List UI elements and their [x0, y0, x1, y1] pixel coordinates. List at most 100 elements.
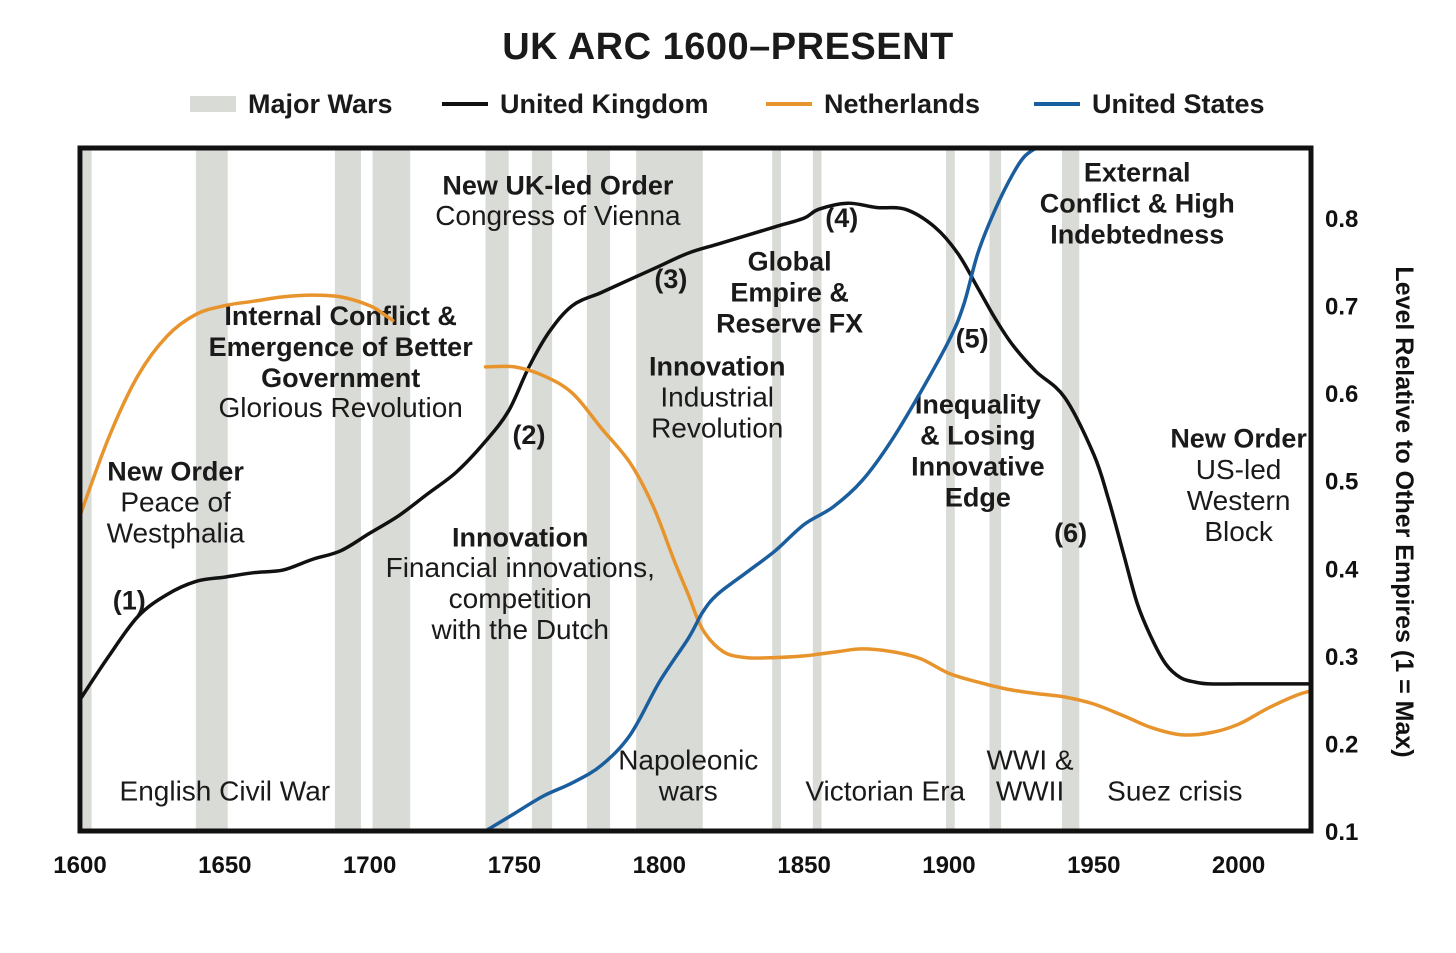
- series-line-netherlands: [483, 364, 1311, 737]
- annotation-line: (4): [825, 203, 858, 233]
- annotation: New Order: [107, 457, 244, 487]
- y-tick-label: 0.6: [1325, 381, 1358, 408]
- annotation-line: Block: [1204, 516, 1273, 547]
- annotation-line: Victorian Era: [805, 775, 965, 806]
- annotation-line: Revolution: [651, 412, 783, 443]
- x-tick-label: 2000: [1212, 852, 1265, 879]
- war-band: [586, 148, 611, 831]
- legend-label-wars: Major Wars: [248, 88, 393, 119]
- y-tick-label: 0.5: [1325, 469, 1358, 496]
- annotation: Victorian Era: [805, 775, 965, 806]
- x-tick-label: 1900: [922, 852, 975, 879]
- annotation-line: Indebtedness: [1050, 219, 1224, 249]
- series-line-united-states: [483, 148, 1038, 831]
- legend: Major Wars United Kingdom Netherlands Un…: [0, 84, 1456, 124]
- annotation-line: WWII: [996, 776, 1064, 807]
- war-band: [946, 148, 955, 831]
- y-tick-label: 0.3: [1325, 644, 1358, 671]
- legend-item-united-states: United States: [1034, 84, 1265, 124]
- annotation-line: Napoleonic: [618, 745, 758, 776]
- legend-item-netherlands: Netherlands: [766, 84, 980, 124]
- war-band: [195, 148, 228, 831]
- chart-title: UK ARC 1600–PRESENT: [502, 26, 954, 68]
- annotation-line: New UK-led Order: [442, 170, 674, 200]
- annotation-line: (6): [1054, 518, 1087, 548]
- y-tick-label: 0.2: [1325, 731, 1358, 758]
- legend-label-us: United States: [1092, 88, 1265, 119]
- annotation-line: New Order: [1170, 423, 1307, 453]
- legend-swatch-us: [1034, 102, 1080, 106]
- y-tick-label: 0.4: [1325, 556, 1359, 583]
- annotation-line: Innovation: [649, 352, 786, 382]
- y-tick-label: 0.1: [1325, 819, 1358, 846]
- annotation-line: Westphalia: [107, 517, 245, 548]
- annotation: Innovation: [649, 352, 786, 382]
- war-band: [531, 148, 553, 831]
- annotation-line: & Losing: [920, 420, 1036, 450]
- annotation-line: Glorious Revolution: [219, 392, 463, 423]
- war-bands: [82, 148, 1080, 831]
- annotation: (5): [956, 324, 989, 354]
- x-tick-label: 1950: [1067, 852, 1120, 879]
- legend-swatch-wars: [190, 96, 236, 112]
- war-band: [82, 148, 92, 831]
- annotation: (1): [113, 585, 146, 615]
- annotation-line: Innovation: [452, 522, 589, 552]
- annotation-line: Industrial: [660, 381, 774, 412]
- annotation-line: Suez crisis: [1107, 775, 1242, 806]
- annotation: (4): [825, 203, 858, 233]
- annotation-line: (3): [654, 264, 687, 294]
- legend-item-major-wars: Major Wars: [190, 84, 393, 124]
- plot-frame: [77, 145, 1314, 834]
- war-band: [989, 148, 1002, 831]
- y-axis-label: Level Relative to Other Empires (1 = Max…: [1390, 266, 1418, 757]
- war-band: [372, 148, 411, 831]
- x-axis: 1600 1650 1700 1750 1800 1850 1900 1950 2000: [53, 852, 1265, 879]
- x-tick-label: 1650: [198, 852, 251, 879]
- legend-item-united-kingdom: United Kingdom: [442, 84, 708, 124]
- annotation: Internal Conflict &Emergence of BetterGo…: [209, 301, 474, 393]
- legend-label-nl: Netherlands: [824, 88, 981, 119]
- annotation: (3): [654, 264, 687, 294]
- x-tick-label: 1600: [53, 852, 106, 879]
- annotation: Innovation: [452, 522, 589, 552]
- annotation: (2): [512, 420, 545, 450]
- x-tick-label: 1700: [343, 852, 396, 879]
- annotation: Suez crisis: [1107, 775, 1242, 806]
- series-line-united-kingdom: [80, 201, 1311, 702]
- annotation-line: Edge: [945, 482, 1011, 512]
- war-band: [772, 148, 781, 831]
- series-line-netherlands: [80, 293, 395, 518]
- legend-swatch-uk: [442, 102, 488, 106]
- annotation: (6): [1054, 518, 1087, 548]
- war-band: [1061, 148, 1080, 831]
- annotation-line: US-led: [1196, 454, 1282, 485]
- y-tick-label: 0.7: [1325, 294, 1358, 321]
- annotation-line: competition: [449, 583, 592, 614]
- annotation: English Civil War: [120, 775, 331, 806]
- annotation-line: (2): [512, 420, 545, 450]
- legend-label-uk: United Kingdom: [500, 88, 709, 119]
- annotation: Congress of Vienna: [435, 200, 681, 231]
- annotation: New Order: [1170, 423, 1307, 453]
- annotation-line: Internal Conflict &: [224, 301, 457, 331]
- series-lines: [80, 148, 1311, 831]
- annotation-line: Reserve FX: [716, 309, 863, 339]
- x-tick-label: 1800: [633, 852, 686, 879]
- y-tick-label: 0.8: [1325, 206, 1358, 233]
- annotation-line: Innovative: [911, 451, 1045, 481]
- annotation-line: (1): [113, 585, 146, 615]
- x-tick-label: 1750: [488, 852, 541, 879]
- annotation-line: wars: [658, 776, 718, 807]
- annotation-line: External: [1084, 157, 1191, 187]
- war-band: [812, 148, 822, 831]
- annotation-line: Western: [1187, 485, 1291, 516]
- annotation-line: (5): [956, 324, 989, 354]
